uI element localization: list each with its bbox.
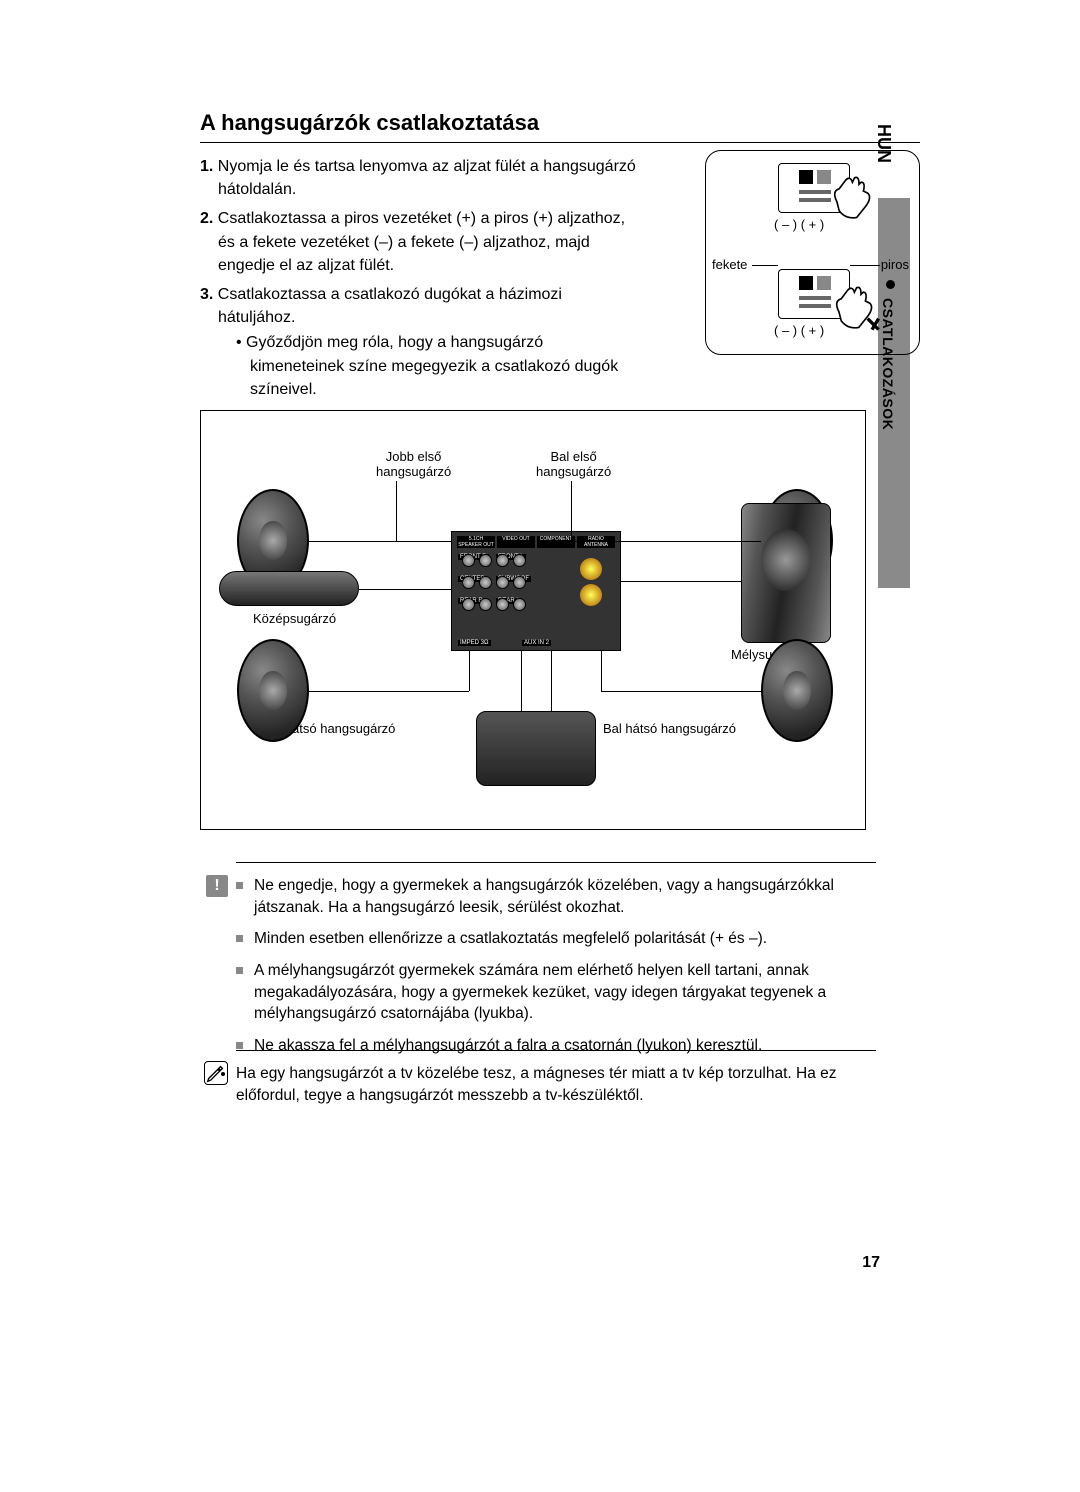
step-1: 1. Nyomja le és tartsa lenyomva az aljza… <box>200 155 640 201</box>
hand-icon <box>828 279 883 334</box>
speaker-subwoofer <box>741 503 831 643</box>
terminal-left-label: fekete <box>712 257 747 272</box>
terminal-bot-polarity: ( – ) ( + ) <box>774 323 824 338</box>
terminal-top-polarity: ( – ) ( + ) <box>774 217 824 232</box>
warning-item: Minden esetben ellenőrizze a csatlakozta… <box>250 928 876 950</box>
hand-icon <box>826 169 881 224</box>
step-2-text: Csatlakoztassa a piros vezetéket (+) a p… <box>218 210 625 273</box>
label-rear-left: Bal hátsó hangsugárzó <box>603 721 736 736</box>
label-center: Középsugárzó <box>253 611 336 626</box>
note-block: Ha egy hangsugárzót a tv közelébe tesz, … <box>236 1050 876 1106</box>
speaker-rear-left <box>761 639 833 742</box>
step-1-num: 1. <box>200 158 213 175</box>
terminal-figure: ( – ) ( + ) fekete piros ( – ) ( + ) <box>705 150 920 355</box>
warning-item: A mélyhangsugárzót gyermekek számára nem… <box>250 960 876 1025</box>
page-number: 17 <box>862 1254 880 1272</box>
pencil-icon <box>204 1061 228 1085</box>
warning-block: ! Ne engedje, hogy a gyermekek a hangsug… <box>236 862 876 1067</box>
speaker-rear-right <box>237 639 309 742</box>
warning-item: Ne engedje, hogy a gyermekek a hangsugár… <box>250 875 876 918</box>
step-3-sub-text: Győződjön meg róla, hogy a hangsugárzó k… <box>246 334 618 397</box>
step-2: 2. Csatlakoztassa a piros vezetéket (+) … <box>200 207 640 277</box>
step-3-num: 3. <box>200 286 213 303</box>
back-panel: 5.1CH SPEAKER OUTVIDEO OUTCOMPONENTRADIO… <box>451 531 621 651</box>
step-1-text: Nyomja le és tartsa lenyomva az aljzat f… <box>218 158 636 198</box>
speaker-center <box>219 571 359 606</box>
step-3: 3. Csatlakoztassa a csatlakozó dugókat a… <box>200 283 640 401</box>
step-2-num: 2. <box>200 210 213 227</box>
instruction-list: 1. Nyomja le és tartsa lenyomva az aljza… <box>200 155 640 401</box>
warning-icon: ! <box>206 875 228 897</box>
page-content: A hangsugárzók csatlakoztatása 1. Nyomja… <box>200 110 920 407</box>
main-unit <box>476 711 596 786</box>
terminal-right-label: piros <box>881 257 909 272</box>
page-title: A hangsugárzók csatlakoztatása <box>200 110 920 143</box>
step-3-sub: • Győződjön meg róla, hogy a hangsugárzó… <box>218 331 640 401</box>
label-front-right: Jobb első hangsugárzó <box>376 449 451 479</box>
step-3-text: Csatlakoztassa a csatlakozó dugókat a há… <box>218 286 562 326</box>
wiring-diagram: Jobb első hangsugárzó Bal első hangsugár… <box>200 410 866 830</box>
label-front-left: Bal első hangsugárzó <box>536 449 611 479</box>
note-item: Ha egy hangsugárzót a tv közelébe tesz, … <box>236 1063 876 1106</box>
